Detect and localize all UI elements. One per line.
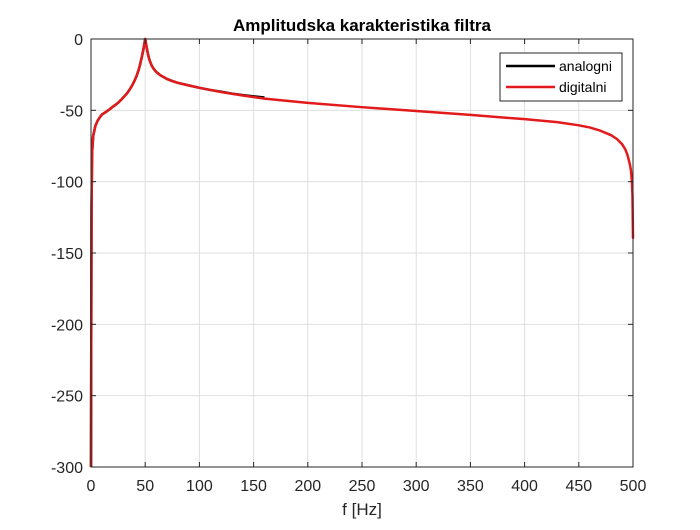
- legend-label-analogni: analogni: [559, 58, 612, 74]
- y-tick-label: -300: [51, 460, 83, 477]
- series-line-digitalni: [89, 37, 635, 468]
- y-tick-label: -200: [51, 317, 83, 334]
- legend-label-digitalni: digitalni: [559, 79, 606, 95]
- axis-ticks: 0 50 100 150 200 250 300 350 400 450 500 0 -50 -100 -1…: [51, 32, 646, 495]
- x-tick-label: 250: [349, 478, 376, 495]
- y-tick-label: -50: [60, 103, 83, 120]
- legend: analogni digitalni: [499, 52, 623, 102]
- x-tick-label: 150: [240, 478, 267, 495]
- series-layer: [89, 37, 635, 468]
- x-axis-label: f [Hz]: [342, 500, 382, 519]
- y-tick-label: -100: [51, 175, 83, 192]
- y-tick-label: -150: [51, 246, 83, 263]
- x-tick-label: 0: [87, 478, 96, 495]
- y-tick-label: -250: [51, 389, 83, 406]
- x-tick-label: 500: [620, 478, 647, 495]
- x-tick-label: 400: [511, 478, 538, 495]
- x-tick-label: 350: [457, 478, 484, 495]
- x-tick-label: 450: [565, 478, 592, 495]
- x-tick-label: 50: [136, 478, 154, 495]
- chart-title: Amplitudska karakteristika filtra: [233, 16, 491, 35]
- x-tick-label: 200: [294, 478, 321, 495]
- y-tick-label: 0: [74, 32, 83, 49]
- legend-box: [499, 52, 623, 102]
- x-tick-label: 100: [186, 478, 213, 495]
- x-tick-label: 300: [403, 478, 430, 495]
